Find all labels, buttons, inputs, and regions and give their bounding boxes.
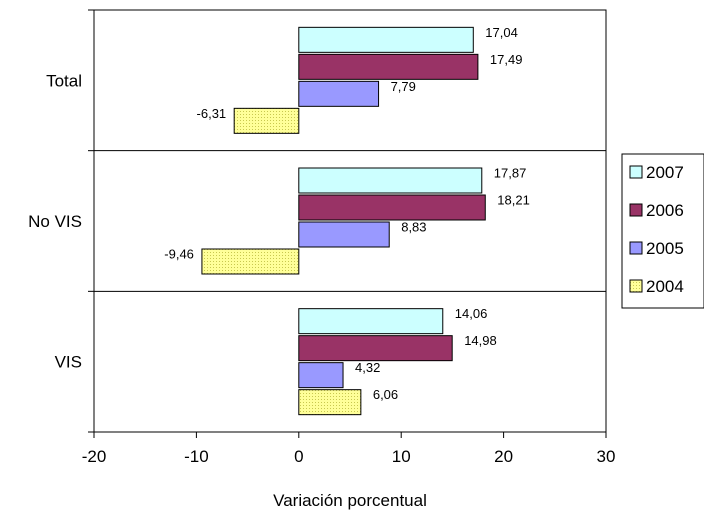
bar-2006-vis [298, 335, 453, 362]
plot-area [93, 9, 607, 433]
data-label: 14,98 [464, 333, 497, 348]
category-label: Total [46, 71, 82, 90]
data-label: 14,06 [455, 306, 488, 321]
data-label: 17,04 [485, 25, 518, 40]
bar-2007-total [298, 26, 474, 53]
bar-2007-vis [298, 308, 444, 335]
legend-label-2007: 2007 [646, 163, 684, 182]
bar-2004-vis [298, 389, 362, 416]
legend-swatch-2005 [629, 241, 643, 255]
data-label: 8,83 [401, 220, 426, 235]
data-label: -9,46 [164, 247, 194, 262]
x-tick-label: 20 [494, 447, 513, 466]
legend-label-2005: 2005 [646, 239, 684, 258]
bar-2005-vis [298, 362, 344, 389]
x-tick-label: -10 [184, 447, 209, 466]
legend-label-2006: 2006 [646, 201, 684, 220]
bar-2006-no-vis [298, 194, 486, 221]
data-label: 17,87 [494, 166, 527, 181]
x-tick-label: 30 [597, 447, 616, 466]
legend-box [621, 153, 704, 309]
data-label: 17,49 [490, 52, 523, 67]
category-label: No VIS [28, 212, 82, 231]
data-label: 6,06 [373, 387, 398, 402]
legend-label-2004: 2004 [646, 277, 684, 296]
x-tick-label: 10 [392, 447, 411, 466]
legend-swatch-2006 [629, 203, 643, 217]
x-tick-label: -20 [82, 447, 107, 466]
legend-swatch-2004 [629, 279, 643, 293]
x-tick-label: 0 [294, 447, 303, 466]
bar-2007-no-vis [298, 167, 483, 194]
legend-swatch-2007 [629, 165, 643, 179]
data-label: 18,21 [497, 193, 530, 208]
legend: 2007 2006 2005 2004 [621, 153, 704, 309]
data-label: 4,32 [355, 360, 380, 375]
bar-2004-no-vis [201, 248, 300, 275]
bar-2005-no-vis [298, 221, 390, 248]
data-label: -6,31 [197, 106, 227, 121]
bar-2004-total [233, 107, 300, 134]
category-label: VIS [55, 353, 82, 372]
data-label: 7,79 [391, 79, 416, 94]
bar-2005-total [298, 80, 380, 107]
x-axis-title: Variación porcentual [273, 491, 427, 510]
bar-2006-total [298, 53, 479, 80]
